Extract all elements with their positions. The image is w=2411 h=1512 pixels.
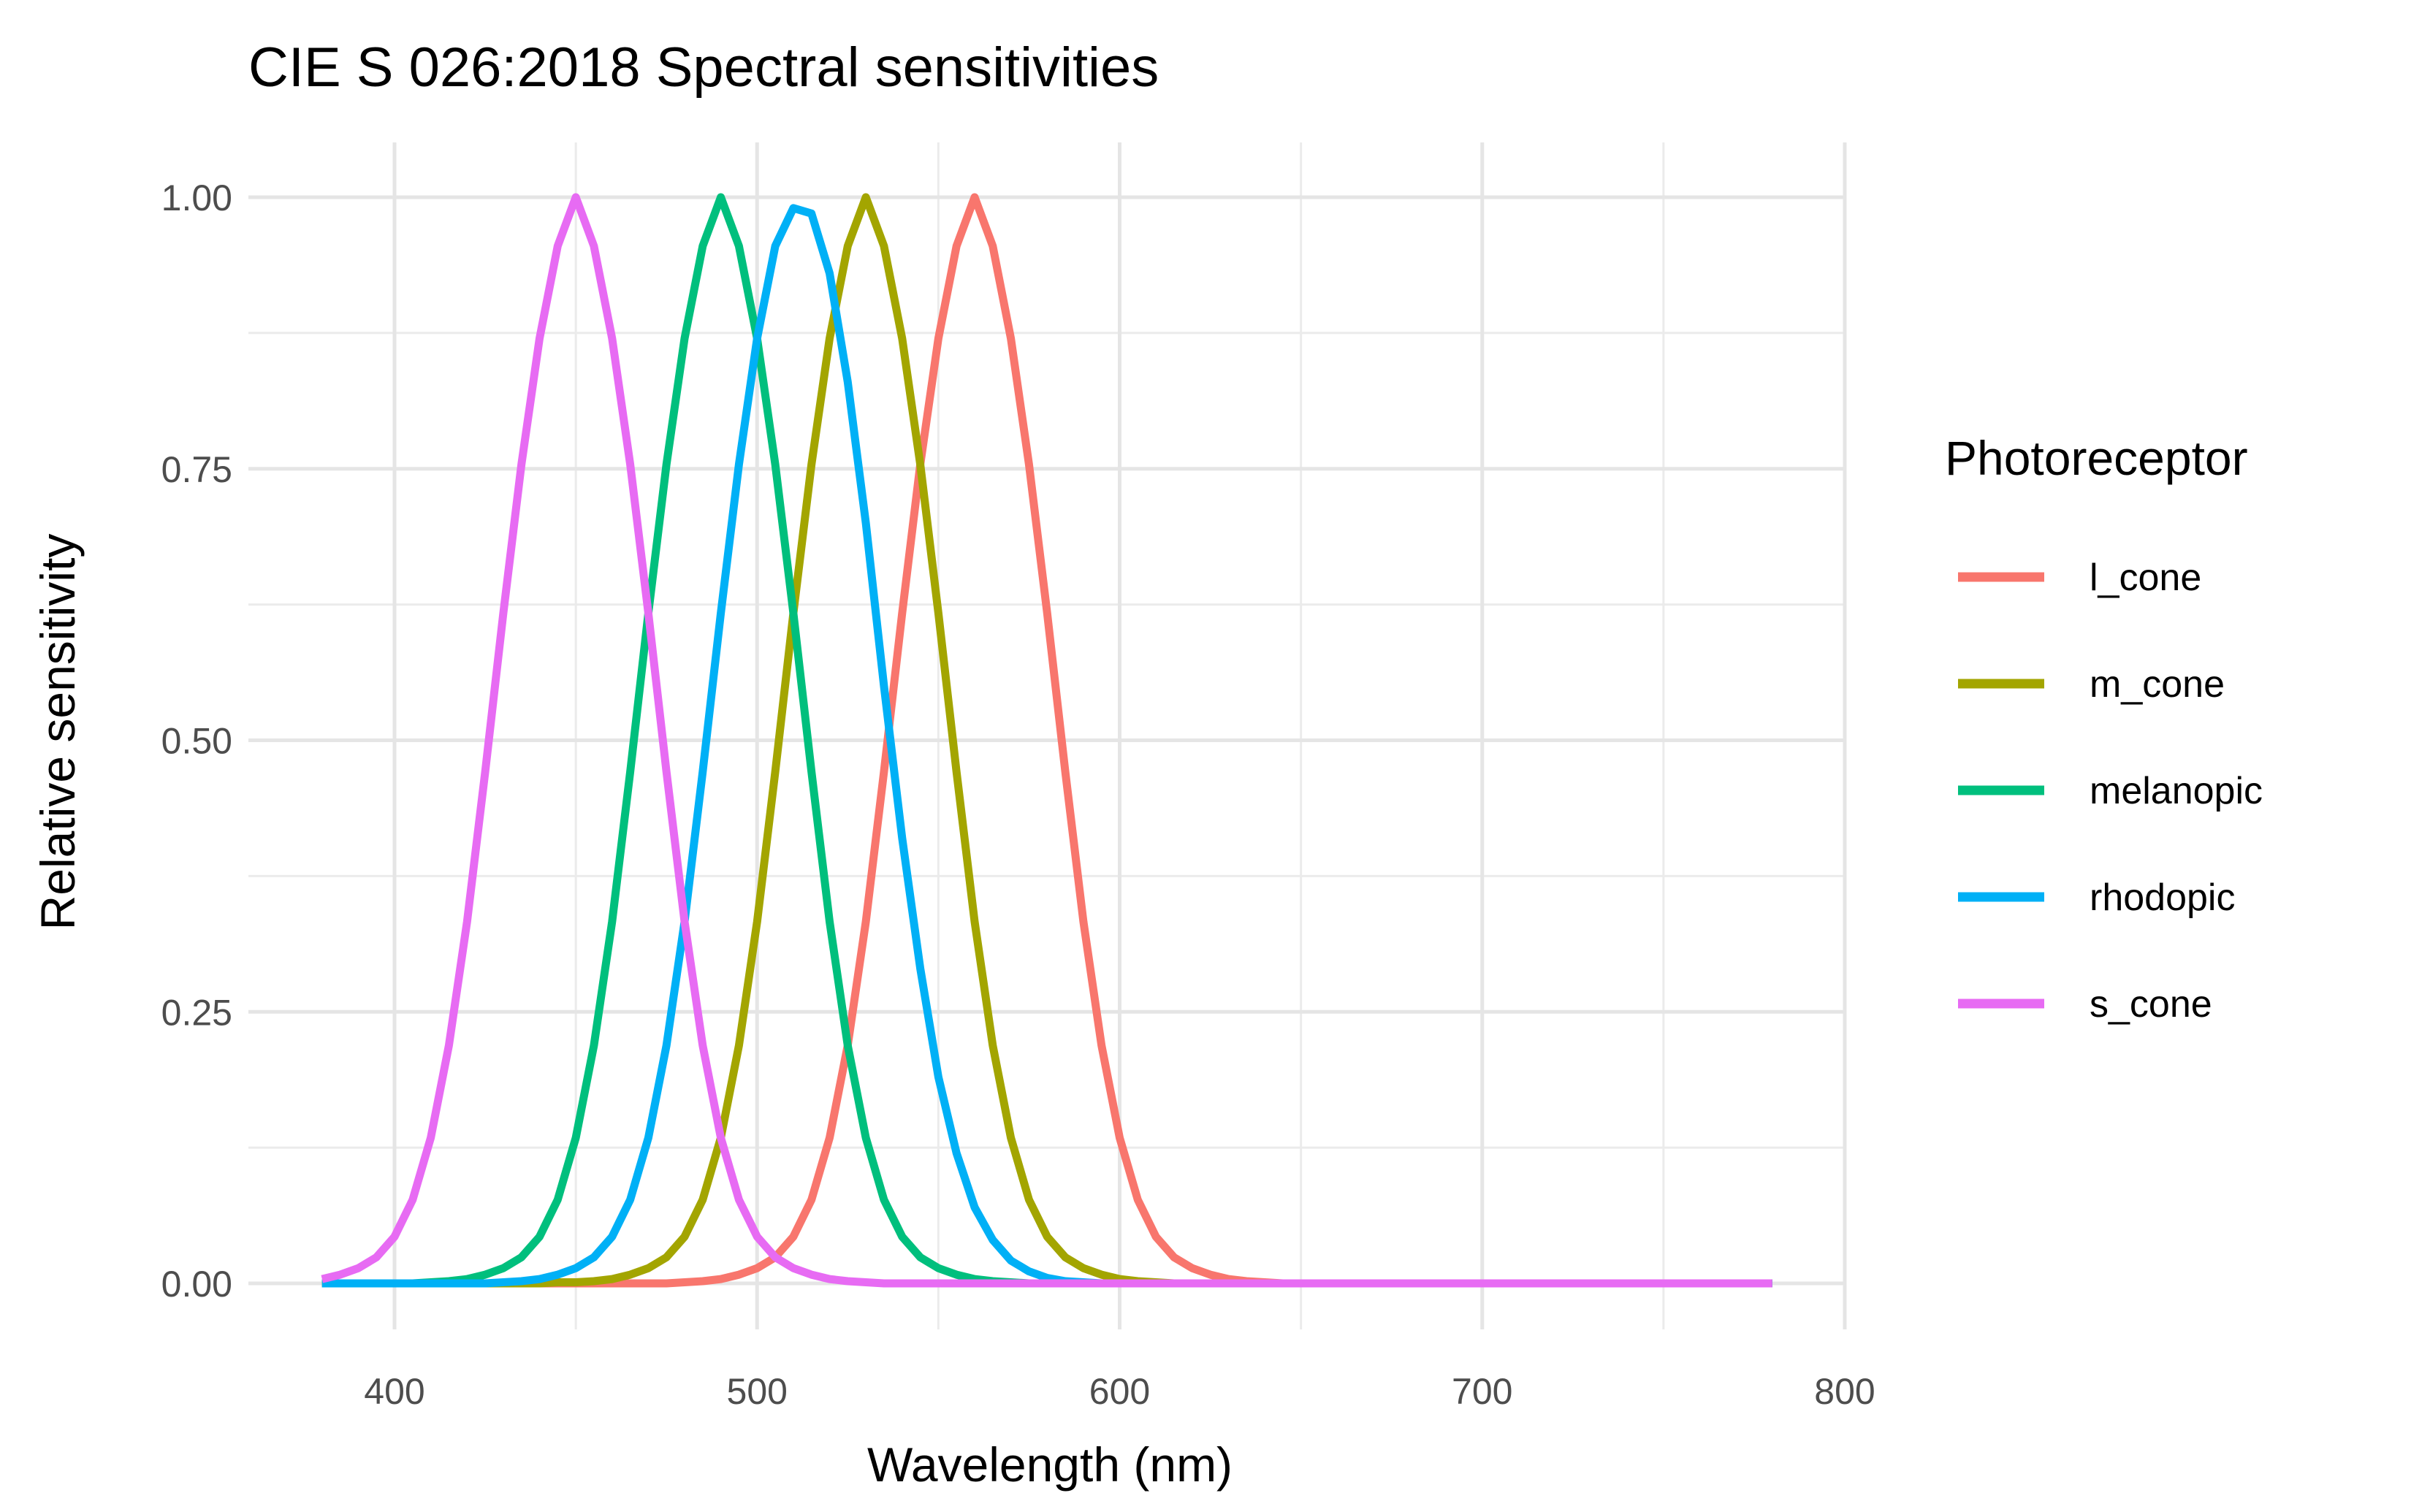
y-tick-label: 0.25 — [161, 992, 232, 1033]
chart-title: CIE S 026:2018 Spectral sensitivities — [248, 37, 1159, 99]
x-axis-title: Wavelength (nm) — [867, 1437, 1233, 1492]
legend-label-melanopic: melanopic — [2090, 770, 2263, 812]
series-line-s-cone — [321, 193, 1772, 1288]
y-tick-label: 0.00 — [161, 1264, 232, 1305]
y-tick-label: 0.75 — [161, 449, 232, 490]
y-axis-title: Relative sensitivity — [31, 534, 85, 931]
x-tick-label: 600 — [1089, 1371, 1150, 1412]
x-tick-label: 700 — [1452, 1371, 1512, 1412]
legend-label-l-cone: l_cone — [2090, 557, 2201, 599]
x-tick-label: 500 — [727, 1371, 788, 1412]
x-tick-label: 400 — [364, 1371, 424, 1412]
legend-items: l_cone m_cone melanopic rhodopic s_cone — [1958, 557, 2263, 1026]
y-tick-label: 1.00 — [161, 177, 232, 218]
legend: Photoreceptor l_cone m_cone melanopic rhodo… — [1945, 431, 2263, 1026]
legend-title: Photoreceptor — [1945, 431, 2248, 485]
tick-labels: 400 500 600 700 800 0.00 0.25 0.50 0.75 1.00 — [161, 177, 1875, 1412]
legend-label-s-cone: s_cone — [2090, 983, 2212, 1026]
x-tick-label: 800 — [1814, 1371, 1875, 1412]
legend-label-m-cone: m_cone — [2090, 663, 2225, 706]
y-tick-label: 0.50 — [161, 721, 232, 762]
legend-label-rhodopic: rhodopic — [2090, 877, 2235, 919]
series-lines — [321, 193, 1772, 1288]
